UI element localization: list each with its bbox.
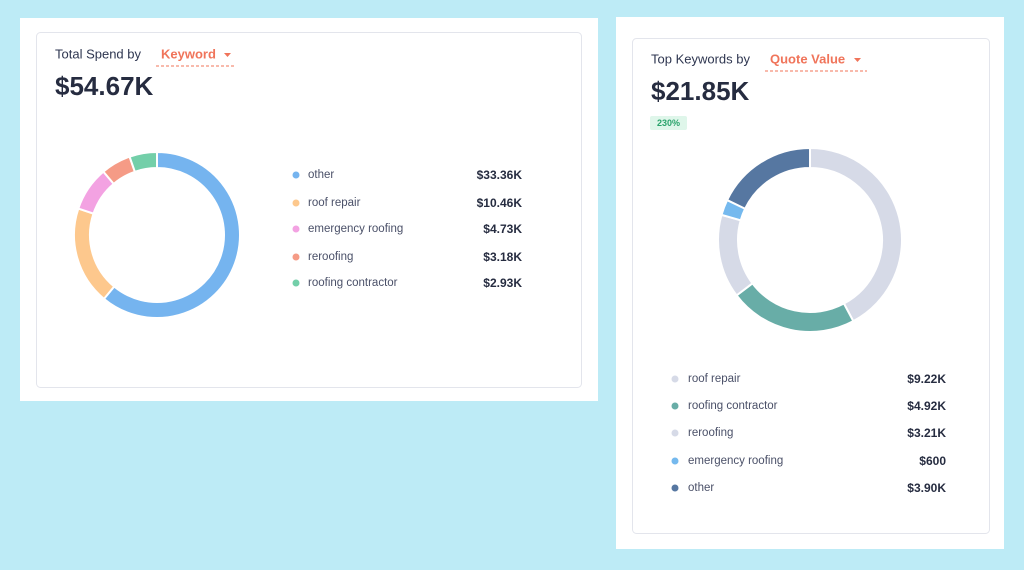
legend-label: reroofing bbox=[688, 427, 733, 439]
legend-dot bbox=[671, 375, 679, 383]
legend-label: emergency roofing bbox=[308, 223, 403, 235]
legend-label: roof repair bbox=[688, 373, 741, 385]
legend-label: roofing contractor bbox=[308, 277, 398, 289]
legend-label: roofing contractor bbox=[688, 400, 778, 412]
legend-value: $2.93K bbox=[483, 276, 522, 290]
dropdown[interactable]: Keyword bbox=[161, 46, 216, 61]
legend-value: $10.46K bbox=[477, 196, 523, 210]
dropdown[interactable]: Quote Value bbox=[770, 51, 845, 66]
dropdown-arrow[interactable] bbox=[854, 58, 861, 62]
legend-dot bbox=[671, 402, 679, 410]
legend-value: $3.21K bbox=[907, 426, 946, 440]
legend-dot bbox=[671, 429, 679, 437]
legend-label: other bbox=[688, 482, 714, 494]
legend-label: emergency roofing bbox=[688, 455, 783, 467]
badge: 230% bbox=[657, 118, 680, 128]
legend-dot bbox=[671, 457, 679, 465]
legend-dot bbox=[671, 484, 679, 492]
card-inner bbox=[632, 38, 990, 534]
card-title: Top Keywords by bbox=[651, 51, 750, 66]
legend-dot bbox=[292, 279, 300, 287]
legend-label: other bbox=[308, 169, 334, 181]
card-inner bbox=[36, 32, 582, 388]
legend-value: $600 bbox=[919, 454, 946, 468]
legend-label: roof repair bbox=[308, 197, 361, 209]
legend-dot bbox=[292, 199, 300, 207]
dropdown-arrow[interactable] bbox=[224, 53, 231, 57]
legend-dot bbox=[292, 225, 300, 233]
badge-bg bbox=[650, 116, 687, 130]
legend-dot bbox=[292, 171, 300, 179]
legend-value: $3.90K bbox=[907, 481, 946, 495]
legend-value: $4.73K bbox=[483, 222, 522, 236]
legend-value: $33.36K bbox=[477, 168, 523, 182]
card-title: Total Spend by bbox=[55, 46, 142, 61]
donut-segment bbox=[725, 146, 811, 211]
legend-dot bbox=[292, 253, 300, 261]
donut-segment bbox=[128, 150, 158, 174]
legend-value: $4.92K bbox=[907, 399, 946, 413]
total: $54.67K bbox=[55, 71, 154, 101]
legend-value: $9.22K bbox=[907, 372, 946, 386]
legend-label: reroofing bbox=[308, 251, 353, 263]
total: $21.85K bbox=[651, 76, 750, 106]
legend-value: $3.18K bbox=[483, 250, 522, 264]
